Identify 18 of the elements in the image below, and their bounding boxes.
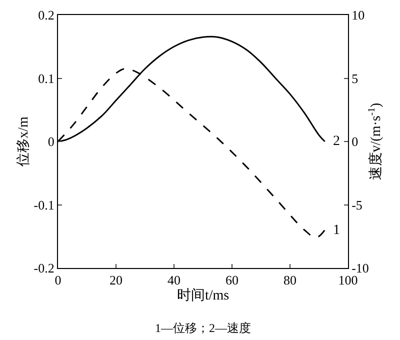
y-axis-title: 位移x/m bbox=[15, 116, 32, 166]
y2-tick-label: 10 bbox=[352, 8, 365, 23]
y2-tick-label: 5 bbox=[352, 70, 358, 86]
y2-tick-label: -5 bbox=[352, 197, 362, 212]
x-tick-label: 20 bbox=[110, 272, 122, 288]
x-tick-label: 40 bbox=[168, 272, 180, 288]
y-tick-label: -0.2 bbox=[34, 260, 54, 276]
annotation: 1 bbox=[333, 223, 340, 238]
y-tick-label: 0 bbox=[48, 134, 54, 150]
x-tick-label: 80 bbox=[284, 272, 296, 288]
annotation: 2 bbox=[333, 134, 340, 149]
y2-tick-label: 0 bbox=[352, 134, 358, 150]
y-tick-label: 0.1 bbox=[38, 70, 54, 86]
x-tick-label: 60 bbox=[226, 272, 238, 288]
y-tick-label: -0.1 bbox=[34, 197, 54, 212]
text: 1—位移；2—速度 bbox=[155, 321, 251, 335]
y-tick-label: 0.2 bbox=[38, 8, 54, 23]
x-axis-title: 时间t/ms bbox=[176, 288, 230, 304]
